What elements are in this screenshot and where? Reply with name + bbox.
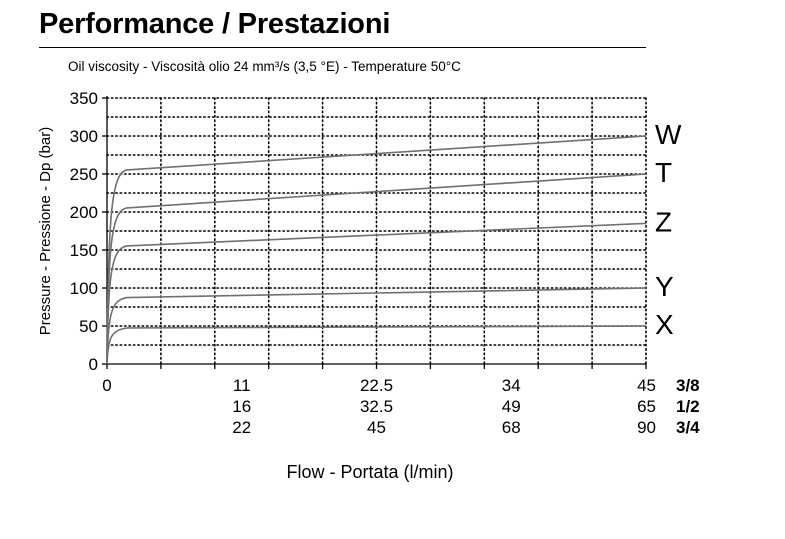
series-line-x bbox=[106, 325, 647, 365]
series-label-t: T bbox=[655, 157, 672, 188]
y-tick-label: 100 bbox=[70, 279, 98, 298]
x-tick-label: 65 bbox=[637, 397, 656, 416]
series-label-x: X bbox=[655, 309, 674, 340]
x-tick-label: 16 bbox=[232, 397, 251, 416]
chart-series bbox=[106, 135, 647, 365]
x-tick-label: 68 bbox=[502, 418, 521, 437]
page-title: Performance / Prestazioni bbox=[39, 8, 391, 40]
chart-labels: 0 50 100 150 200 250 300 350 0 11 22.5 34 45 3/8 16 32.… bbox=[37, 89, 700, 482]
x-tick-label: 32.5 bbox=[360, 397, 393, 416]
y-tick-label: 350 bbox=[70, 89, 98, 108]
x-axis-title: Flow - Portata (l/min) bbox=[286, 462, 453, 482]
y-tick-label: 250 bbox=[70, 165, 98, 184]
y-tick-label: 300 bbox=[70, 127, 98, 146]
x-scale-name: 1/2 bbox=[676, 397, 700, 416]
x-tick-label: 34 bbox=[502, 376, 521, 395]
x-tick-label: 22 bbox=[232, 418, 251, 437]
x-scale-name: 3/8 bbox=[676, 376, 700, 395]
x-tick-label: 11 bbox=[233, 376, 251, 395]
series-line-z bbox=[106, 222, 647, 365]
x-tick-label: 45 bbox=[637, 376, 656, 395]
x-tick-label: 0 bbox=[102, 376, 111, 395]
series-label-y: Y bbox=[655, 271, 674, 302]
x-tick-label: 90 bbox=[637, 418, 656, 437]
x-tick-label: 22.5 bbox=[360, 376, 393, 395]
series-label-w: W bbox=[655, 119, 682, 150]
y-tick-label: 50 bbox=[79, 317, 98, 336]
y-tick-label: 150 bbox=[70, 241, 98, 260]
x-scale-name: 3/4 bbox=[676, 418, 700, 437]
chart-subtitle: Oil viscosity - Viscosità olio 24 mm³/s … bbox=[68, 59, 461, 74]
y-tick-label: 200 bbox=[70, 203, 98, 222]
series-label-z: Z bbox=[655, 206, 672, 237]
title-underline bbox=[39, 47, 646, 48]
y-axis-title: Pressure - Pressione - Dp (bar) bbox=[37, 127, 54, 335]
x-tick-label: 49 bbox=[502, 397, 521, 416]
y-tick-label: 0 bbox=[89, 355, 98, 374]
x-tick-label: 45 bbox=[367, 418, 386, 437]
chart-grid bbox=[106, 97, 647, 365]
